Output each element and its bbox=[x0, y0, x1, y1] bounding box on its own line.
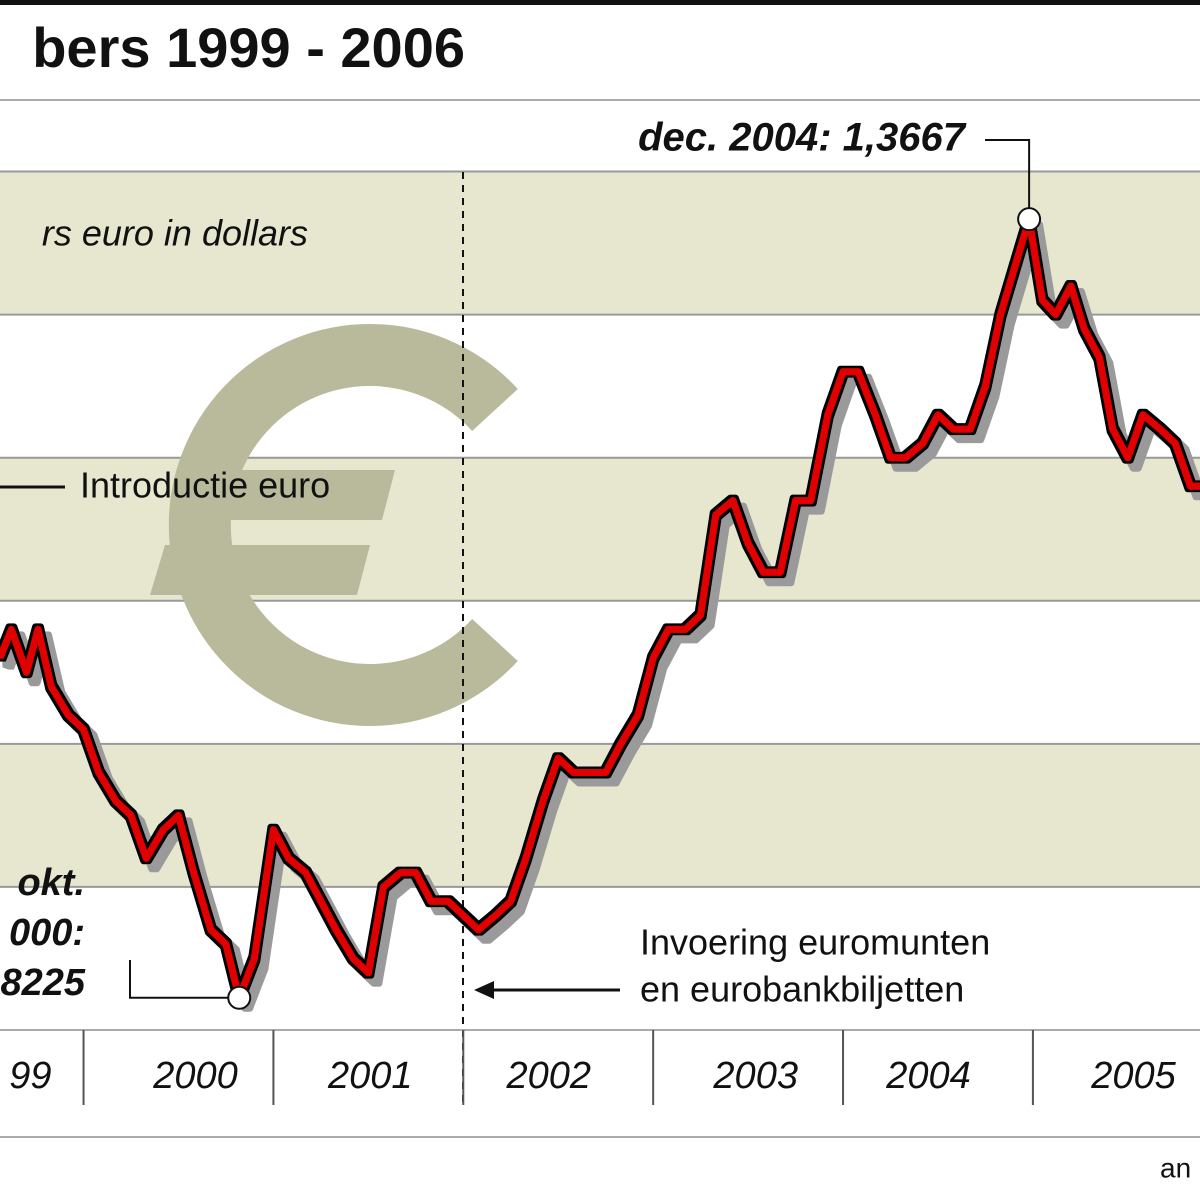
top-border bbox=[0, 0, 1200, 5]
coins-label: Invoering euromunten bbox=[640, 922, 990, 963]
euro-bar bbox=[175, 470, 395, 520]
subtitle: rs euro in dollars bbox=[42, 213, 308, 254]
band bbox=[0, 171, 1200, 315]
low-marker bbox=[227, 985, 252, 1010]
low-label: 000: bbox=[9, 912, 85, 954]
euro-bar bbox=[150, 545, 370, 595]
x-tick-label: 2005 bbox=[1090, 1055, 1176, 1097]
series-line bbox=[0, 215, 1200, 1002]
low-label: okt. bbox=[17, 862, 85, 904]
peak-label: dec. 2004: 1,3667 bbox=[638, 116, 967, 160]
x-tick-label: 2002 bbox=[505, 1055, 591, 1097]
peak-marker bbox=[1017, 207, 1042, 232]
x-tick-label: 99 bbox=[9, 1055, 51, 1097]
low-leader bbox=[129, 960, 240, 999]
x-tick-label: 2004 bbox=[885, 1055, 971, 1097]
source: an bbox=[1160, 1152, 1191, 1183]
x-tick-label: 2001 bbox=[327, 1055, 413, 1097]
chart-title: bers 1999 - 2006 bbox=[32, 16, 465, 79]
euro-arc bbox=[168, 324, 518, 726]
low-label: 8225 bbox=[0, 962, 85, 1004]
intro-label: Introductie euro bbox=[80, 465, 330, 506]
peak-leader bbox=[985, 139, 1031, 220]
coins-arrowhead bbox=[474, 981, 494, 999]
coins-label: en eurobankbiljetten bbox=[640, 969, 964, 1010]
x-tick-label: 2000 bbox=[152, 1055, 238, 1097]
band bbox=[0, 743, 1200, 887]
x-tick-label: 2003 bbox=[712, 1055, 798, 1097]
euro-symbol bbox=[150, 324, 518, 726]
